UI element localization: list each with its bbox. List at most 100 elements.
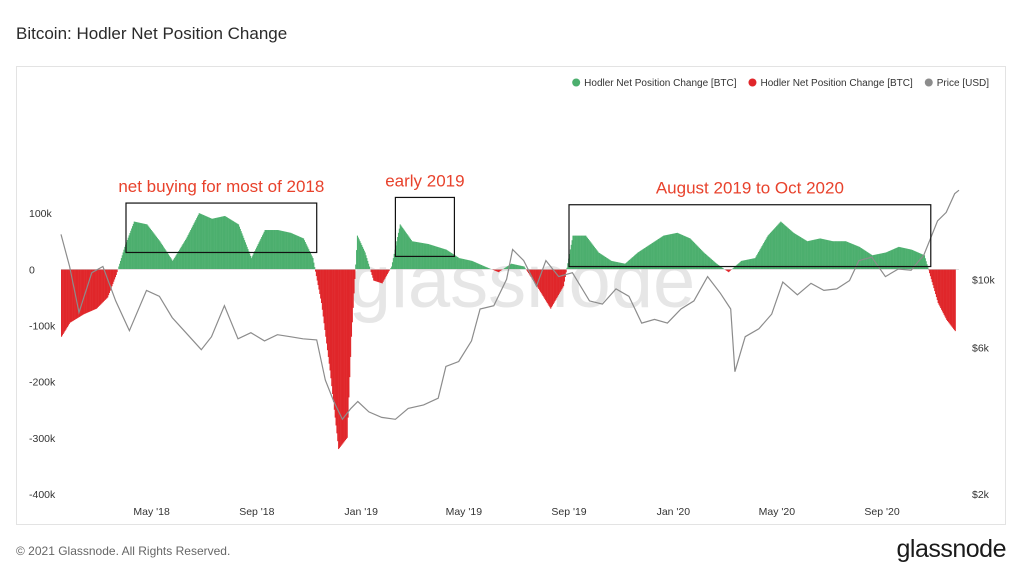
price-line — [60, 189, 960, 421]
bar-positive — [283, 231, 285, 270]
bar-positive — [403, 229, 405, 270]
bar-positive — [600, 254, 602, 270]
bar-positive — [302, 238, 304, 270]
bar-positive — [250, 255, 252, 270]
bar-positive — [414, 241, 416, 270]
chart-frame: glassnode net buying for most of 2018 ear… — [16, 66, 1006, 525]
bar-positive — [720, 266, 722, 270]
bar-negative — [498, 269, 500, 273]
bar-positive — [873, 254, 875, 270]
bar-positive — [664, 235, 666, 270]
bar-negative — [551, 269, 554, 306]
bar-positive — [485, 266, 487, 270]
bar-positive — [697, 246, 699, 270]
bar-negative — [71, 269, 73, 322]
bar-positive — [885, 252, 887, 270]
bar-negative — [563, 269, 565, 287]
legend-label: Price [USD] — [937, 78, 989, 89]
bar-positive — [289, 232, 291, 270]
bar-positive — [212, 218, 214, 270]
bar-positive — [125, 244, 127, 270]
bar-negative — [526, 269, 528, 271]
bar-negative — [534, 269, 536, 284]
y-axis-right: $10k $6k $2k — [972, 274, 996, 501]
bar-negative — [537, 269, 539, 288]
bar-positive — [403, 230, 406, 270]
bar-positive — [840, 241, 842, 270]
bar-negative — [498, 269, 500, 272]
bar-negative — [115, 269, 117, 275]
bar-negative — [546, 269, 548, 304]
bar-negative — [337, 269, 339, 442]
bar-negative — [96, 269, 98, 309]
bar-positive — [191, 226, 193, 270]
bar-positive — [221, 216, 223, 270]
bar-positive — [871, 255, 873, 270]
bar-positive — [569, 249, 571, 270]
bar-negative — [352, 269, 354, 308]
bar-positive — [473, 261, 475, 270]
bar-positive — [831, 241, 833, 270]
bar-positive — [231, 220, 233, 270]
bar-positive — [712, 260, 714, 270]
bar-negative — [83, 269, 85, 315]
bar-positive — [196, 218, 198, 270]
bar-positive — [891, 249, 893, 270]
bar-positive — [430, 244, 432, 270]
bar-positive — [519, 265, 521, 270]
bar-negative — [113, 269, 115, 282]
bar-positive — [799, 237, 802, 270]
bar-positive — [137, 222, 140, 270]
bar-positive — [462, 259, 465, 270]
bar-positive — [160, 242, 162, 270]
bar-positive — [178, 251, 180, 270]
bar-positive — [817, 238, 819, 270]
bar-positive — [434, 246, 436, 270]
bar-positive — [830, 240, 832, 270]
hodler-chart: glassnode net buying for most of 2018 ear… — [29, 78, 996, 518]
bar-positive — [360, 243, 362, 270]
bar-positive — [188, 233, 190, 270]
bar-positive — [149, 228, 152, 270]
bar-positive — [416, 242, 418, 270]
bar-positive — [833, 241, 835, 270]
bar-negative — [322, 269, 324, 317]
bar-positive — [610, 260, 613, 270]
bar-positive — [913, 250, 915, 270]
bar-positive — [881, 253, 883, 270]
bar-positive — [805, 240, 808, 270]
bar-negative — [72, 269, 75, 321]
bar-positive — [604, 256, 607, 270]
bar-positive — [175, 255, 177, 270]
bar-positive — [778, 223, 780, 270]
bar-positive — [640, 250, 642, 270]
bar-positive — [769, 233, 771, 270]
glassnode-logo[interactable]: glassnode — [896, 535, 1007, 563]
bar-positive — [791, 231, 793, 270]
bar-positive — [776, 225, 778, 270]
bar-positive — [897, 247, 899, 270]
bar-positive — [827, 240, 829, 270]
bar-positive — [362, 248, 364, 270]
bar-negative — [319, 269, 321, 295]
bar-positive — [734, 266, 736, 270]
bar-negative — [374, 269, 376, 282]
bar-positive — [681, 235, 683, 270]
bar-positive — [766, 237, 768, 270]
bar-positive — [305, 243, 307, 270]
bar-positive — [770, 231, 772, 270]
bar-positive — [143, 223, 145, 270]
bar-positive — [668, 234, 670, 270]
bar-positive — [924, 258, 926, 270]
bar-positive — [123, 249, 125, 270]
bar-negative — [333, 269, 335, 410]
bar-positive — [311, 256, 313, 270]
bar-positive — [741, 260, 743, 270]
bar-positive — [310, 254, 312, 270]
bar-positive — [824, 239, 826, 270]
bar-positive — [655, 240, 657, 270]
bar-positive — [602, 255, 604, 270]
bar-negative — [341, 269, 343, 445]
bar-positive — [432, 245, 434, 270]
bar-positive — [210, 218, 212, 270]
